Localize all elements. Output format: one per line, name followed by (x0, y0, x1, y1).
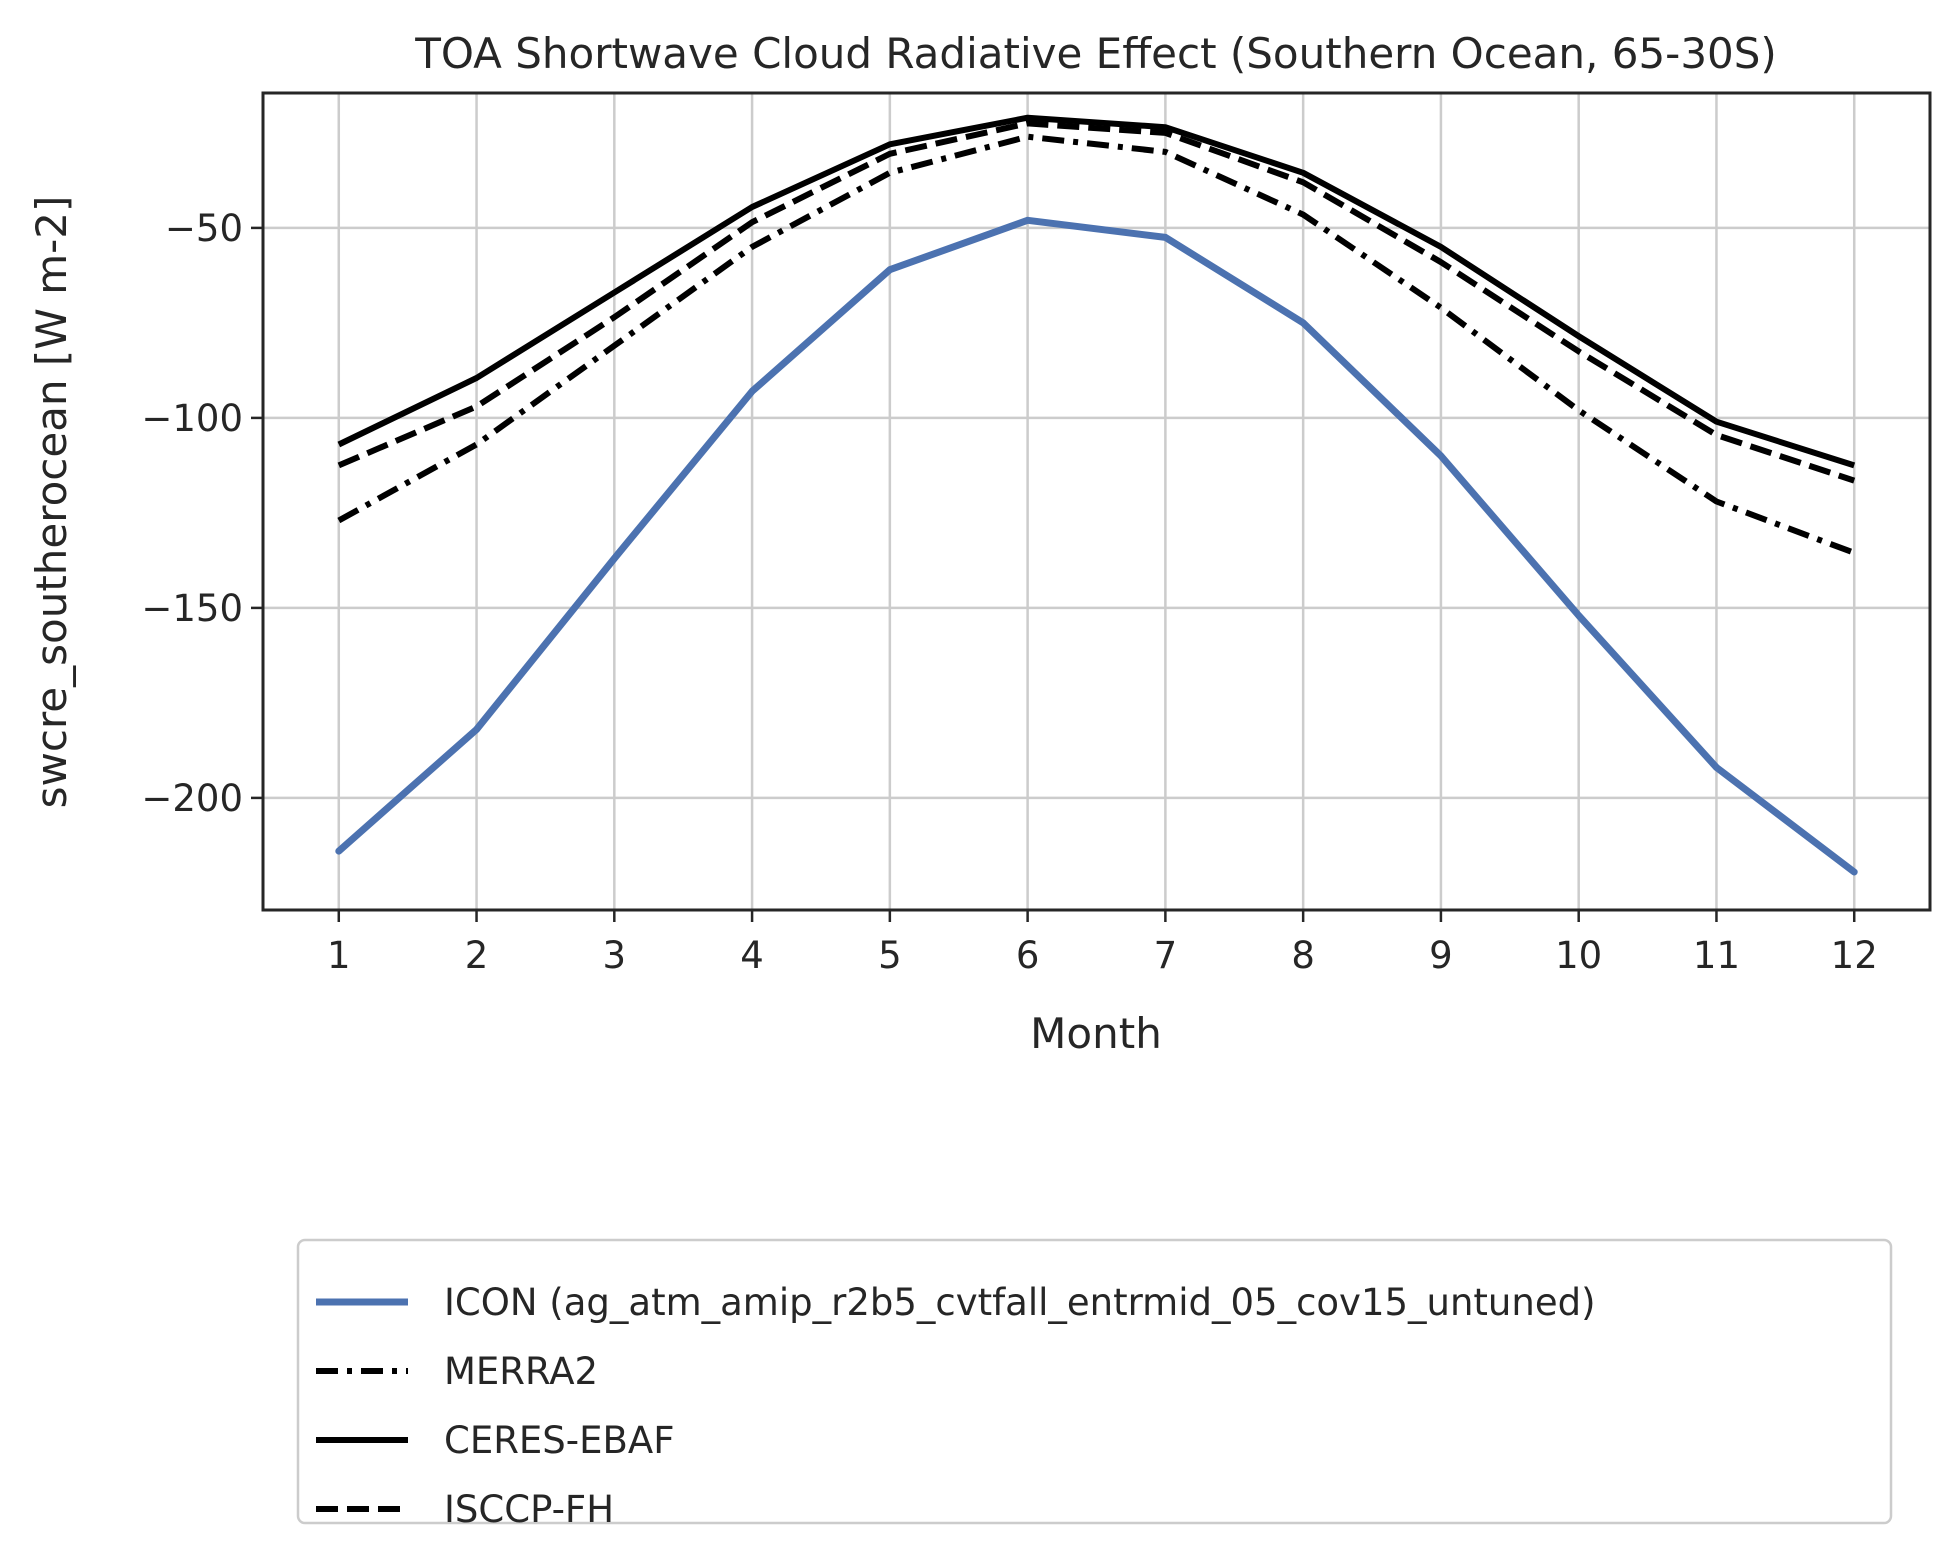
x-tick-label: 4 (740, 934, 764, 977)
x-axis-label: Month (1030, 1009, 1162, 1058)
legend-frame (296, 1238, 1893, 1525)
legend-entry-label: CERES-EBAF (444, 1419, 675, 1462)
x-tick-label: 5 (878, 934, 902, 977)
x-tick-label: 6 (1016, 934, 1040, 977)
legend: ICON (ag_atm_amip_r2b5_cvtfall_entrmid_0… (296, 1238, 1893, 1531)
x-tick-label: 8 (1291, 934, 1315, 977)
x-tick-label: 10 (1555, 934, 1602, 977)
x-tick-label: 11 (1693, 934, 1740, 977)
series-line-ceres-ebaf (337, 114, 1856, 469)
y-axis-ticks: −50 −100 −150 −200 (141, 207, 263, 820)
series-lines (335, 114, 1858, 876)
y-axis-label: swcre_southerocean [W m-2] (27, 196, 76, 809)
x-tick-label: 3 (603, 934, 627, 977)
y-tick-label: −50 (165, 207, 243, 250)
x-axis-ticks: 1 2 3 4 5 6 7 8 9 10 11 12 (327, 910, 1878, 977)
x-tick-label: 12 (1831, 934, 1878, 977)
series-line-isccp-fh (337, 120, 1856, 484)
plot-frame (261, 91, 1932, 912)
x-tick-label: 9 (1429, 934, 1453, 977)
series-line-merra2 (337, 133, 1856, 556)
x-tick-label: 7 (1154, 934, 1178, 977)
legend-entry-label: MERRA2 (444, 1350, 598, 1393)
legend-entry-label: ISCCP-FH (444, 1488, 614, 1531)
y-tick-label: −200 (141, 777, 243, 820)
chart-title: TOA Shortwave Cloud Radiative Effect (So… (414, 29, 1777, 78)
x-tick-label: 2 (465, 934, 489, 977)
series-line-icon (335, 216, 1858, 876)
y-tick-label: −100 (141, 397, 243, 440)
x-tick-label: 1 (327, 934, 351, 977)
legend-entry-label: ICON (ag_atm_amip_r2b5_cvtfall_entrmid_0… (444, 1281, 1596, 1324)
y-tick-label: −150 (141, 587, 243, 630)
